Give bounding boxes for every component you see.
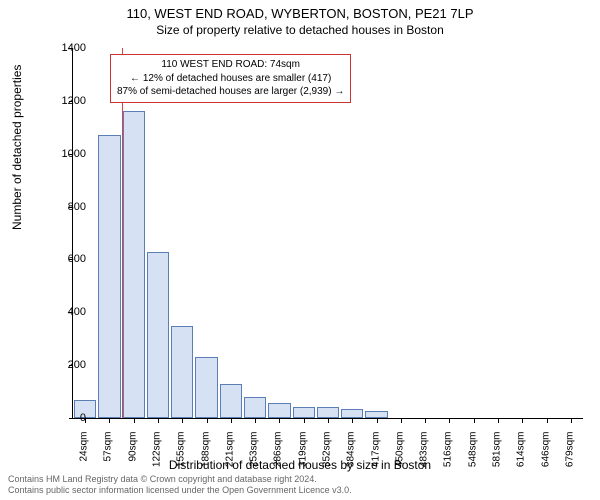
xtick-label: 319sqm [297, 432, 308, 482]
xtick-mark [352, 418, 353, 423]
histogram-bar [244, 397, 266, 418]
xtick-label: 483sqm [419, 432, 430, 482]
xtick-mark [571, 418, 572, 423]
xtick-mark [498, 418, 499, 423]
xtick-mark [474, 418, 475, 423]
histogram-bar [98, 135, 120, 418]
xtick-mark [207, 418, 208, 423]
xtick-label: 450sqm [394, 432, 405, 482]
histogram-bar [195, 357, 217, 418]
histogram-bar [147, 252, 169, 419]
ytick-label: 600 [46, 253, 86, 265]
ytick-label: 1400 [46, 42, 86, 54]
ytick-label: 800 [46, 201, 86, 213]
plot-region [72, 48, 583, 419]
footer-line2: Contains public sector information licen… [8, 485, 352, 496]
xtick-label: 614sqm [516, 432, 527, 482]
y-axis-label: Number of detached properties [10, 65, 24, 230]
xtick-label: 57sqm [103, 432, 114, 482]
annotation-line3: 87% of semi-detached houses are larger (… [117, 85, 344, 99]
chart-container: 110, WEST END ROAD, WYBERTON, BOSTON, PE… [0, 0, 600, 500]
xtick-label: 384sqm [346, 432, 357, 482]
chart-area [72, 48, 582, 418]
xtick-label: 516sqm [443, 432, 454, 482]
xtick-label: 155sqm [176, 432, 187, 482]
xtick-label: 24sqm [79, 432, 90, 482]
xtick-mark [304, 418, 305, 423]
histogram-bar [341, 409, 363, 418]
ytick-label: 1200 [46, 95, 86, 107]
ytick-label: 400 [46, 306, 86, 318]
xtick-mark [328, 418, 329, 423]
xtick-label: 188sqm [200, 432, 211, 482]
annotation-line2: ← 12% of detached houses are smaller (41… [117, 72, 344, 86]
xtick-mark [109, 418, 110, 423]
xtick-label: 581sqm [492, 432, 503, 482]
xtick-mark [425, 418, 426, 423]
xtick-label: 548sqm [467, 432, 478, 482]
histogram-bar [268, 403, 290, 418]
xtick-mark [255, 418, 256, 423]
histogram-bar [123, 111, 145, 418]
xtick-label: 90sqm [127, 432, 138, 482]
xtick-mark [449, 418, 450, 423]
ytick-label: 0 [46, 412, 86, 424]
ytick-label: 200 [46, 359, 86, 371]
xtick-label: 646sqm [540, 432, 551, 482]
histogram-bar [317, 407, 339, 418]
annotation-box: 110 WEST END ROAD: 74sqm← 12% of detache… [110, 54, 351, 103]
histogram-bar [365, 411, 387, 418]
xtick-mark [547, 418, 548, 423]
xtick-label: 253sqm [249, 432, 260, 482]
xtick-mark [279, 418, 280, 423]
xtick-mark [134, 418, 135, 423]
xtick-mark [158, 418, 159, 423]
xtick-mark [231, 418, 232, 423]
reference-line [122, 48, 123, 418]
xtick-label: 417sqm [370, 432, 381, 482]
xtick-mark [522, 418, 523, 423]
xtick-label: 352sqm [322, 432, 333, 482]
xtick-label: 679sqm [564, 432, 575, 482]
chart-subtitle: Size of property relative to detached ho… [0, 21, 600, 37]
chart-title: 110, WEST END ROAD, WYBERTON, BOSTON, PE… [0, 0, 600, 21]
histogram-bar [220, 384, 242, 418]
xtick-mark [401, 418, 402, 423]
ytick-label: 1000 [46, 148, 86, 160]
xtick-label: 122sqm [152, 432, 163, 482]
xtick-label: 286sqm [273, 432, 284, 482]
xtick-label: 221sqm [224, 432, 235, 482]
annotation-line1: 110 WEST END ROAD: 74sqm [117, 58, 344, 72]
histogram-bar [293, 407, 315, 418]
xtick-mark [182, 418, 183, 423]
histogram-bar [171, 326, 193, 419]
xtick-mark [377, 418, 378, 423]
